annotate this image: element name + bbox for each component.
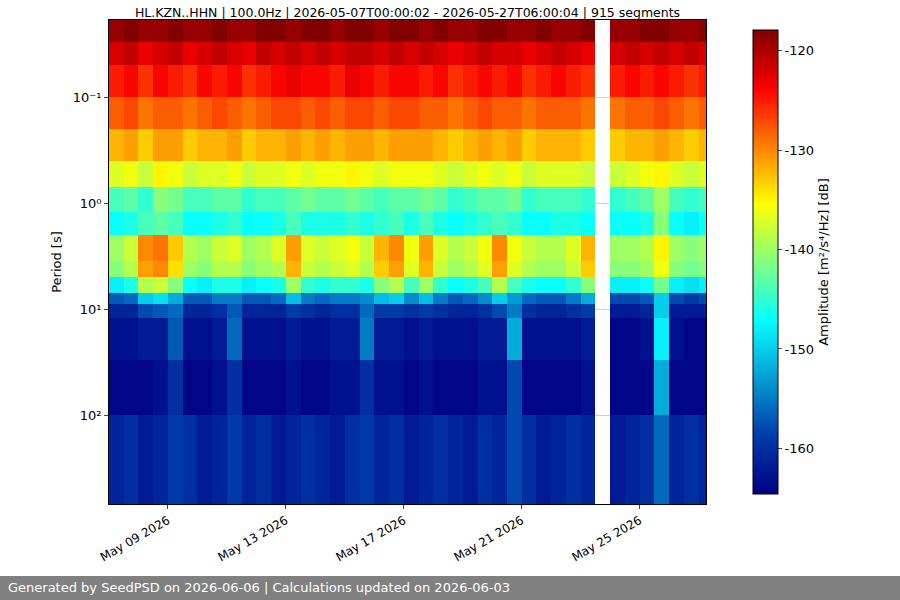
svg-text:May 25 2026: May 25 2026: [569, 513, 644, 564]
svg-text:10⁰: 10⁰: [80, 196, 102, 211]
svg-text:-160: -160: [785, 441, 815, 456]
svg-text:May 17 2026: May 17 2026: [334, 513, 409, 564]
html-text:Generated by SeedPSD on 2026-0: Generated by SeedPSD on 2026-06-06 | Cal…: [8, 580, 510, 595]
svg-text:May 21 2026: May 21 2026: [451, 513, 526, 564]
svg-text:10⁻¹: 10⁻¹: [73, 90, 102, 105]
svg-text:Period [s]: Period [s]: [49, 231, 64, 293]
svg-text:May 09 2026: May 09 2026: [98, 513, 173, 564]
svg-text:Amplitude [m²/s⁴/Hz] [dB]: Amplitude [m²/s⁴/Hz] [dB]: [816, 178, 831, 346]
svg-text:-140: -140: [785, 242, 815, 257]
svg-text:HL.KZN..HHN | 100.0Hz | 2026-0: HL.KZN..HHN | 100.0Hz | 2026-05-07T00:00…: [135, 5, 680, 20]
svg-text:10²: 10²: [80, 408, 102, 423]
svg-text:-150: -150: [785, 341, 815, 356]
svg-text:-130: -130: [785, 143, 815, 158]
svg-text:-120: -120: [785, 43, 815, 58]
svg-text:10¹: 10¹: [80, 302, 102, 317]
svg-text:May 13 2026: May 13 2026: [216, 513, 291, 564]
